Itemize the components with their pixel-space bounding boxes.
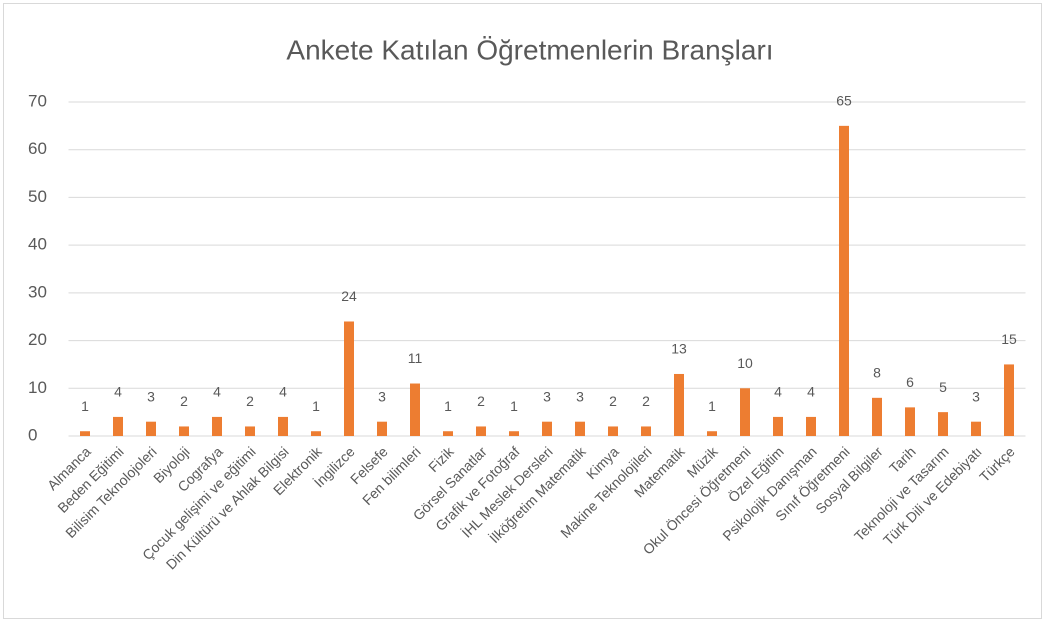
data-label: 2 bbox=[246, 393, 254, 409]
data-label: 2 bbox=[642, 393, 650, 409]
data-label: 65 bbox=[836, 93, 852, 109]
y-tick-label: 0 bbox=[28, 425, 37, 444]
bar bbox=[641, 426, 651, 436]
bar bbox=[707, 431, 717, 436]
bar bbox=[938, 412, 948, 436]
data-label: 4 bbox=[114, 384, 122, 400]
bar bbox=[674, 373, 684, 436]
bar bbox=[839, 125, 849, 436]
bar bbox=[476, 426, 486, 436]
bar bbox=[311, 431, 321, 436]
data-label: 1 bbox=[444, 398, 452, 414]
bar bbox=[80, 431, 90, 436]
bar bbox=[179, 426, 189, 436]
bar bbox=[971, 421, 981, 436]
bar bbox=[905, 407, 915, 436]
bar bbox=[542, 421, 552, 436]
data-label: 1 bbox=[708, 398, 716, 414]
data-label: 1 bbox=[510, 398, 518, 414]
bar bbox=[377, 421, 387, 436]
bar bbox=[410, 383, 420, 436]
bar bbox=[146, 421, 156, 436]
data-label: 2 bbox=[609, 393, 617, 409]
data-label: 3 bbox=[576, 388, 584, 404]
data-label: 5 bbox=[939, 379, 947, 395]
bar bbox=[773, 416, 783, 436]
bar bbox=[113, 416, 123, 436]
bar bbox=[245, 426, 255, 436]
data-label: 2 bbox=[477, 393, 485, 409]
bar bbox=[608, 426, 618, 436]
bar bbox=[1004, 364, 1014, 436]
data-label: 4 bbox=[213, 384, 221, 400]
y-tick-label: 50 bbox=[28, 187, 47, 206]
y-tick-label: 70 bbox=[28, 91, 47, 110]
bar bbox=[806, 416, 816, 436]
y-tick-label: 60 bbox=[28, 139, 47, 158]
chart-title: Ankete Katılan Öğretmenlerin Branşları bbox=[286, 34, 773, 65]
data-label: 3 bbox=[543, 388, 551, 404]
bar bbox=[509, 431, 519, 436]
data-label: 2 bbox=[180, 393, 188, 409]
bar bbox=[575, 421, 585, 436]
data-label: 15 bbox=[1001, 331, 1017, 347]
data-label: 4 bbox=[807, 384, 815, 400]
bar bbox=[212, 416, 222, 436]
data-label: 8 bbox=[873, 365, 881, 381]
chart-border bbox=[3, 3, 1042, 619]
bar bbox=[740, 388, 750, 436]
data-label: 3 bbox=[972, 388, 980, 404]
y-tick-label: 10 bbox=[28, 378, 47, 397]
data-label: 1 bbox=[81, 398, 89, 414]
data-label: 4 bbox=[279, 384, 287, 400]
data-label: 4 bbox=[774, 384, 782, 400]
y-tick-label: 20 bbox=[28, 330, 47, 349]
bar bbox=[443, 431, 453, 436]
data-label: 13 bbox=[671, 341, 687, 357]
bar bbox=[344, 321, 354, 436]
data-label: 11 bbox=[408, 350, 423, 366]
data-label: 6 bbox=[906, 374, 914, 390]
data-label: 24 bbox=[341, 288, 357, 304]
data-label: 10 bbox=[737, 355, 753, 371]
bar bbox=[278, 416, 288, 436]
bar bbox=[872, 397, 882, 436]
y-tick-label: 40 bbox=[28, 235, 47, 254]
data-label: 1 bbox=[312, 398, 320, 414]
data-label: 3 bbox=[378, 388, 386, 404]
data-label: 3 bbox=[147, 388, 155, 404]
y-tick-label: 30 bbox=[28, 282, 47, 301]
